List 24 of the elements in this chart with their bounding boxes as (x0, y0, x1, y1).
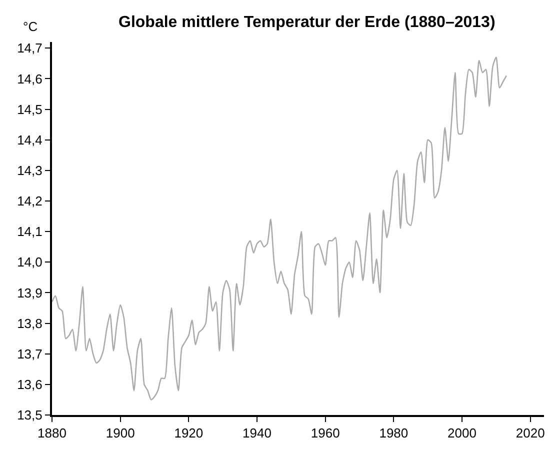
x-tick-label: 2000 (448, 426, 476, 441)
y-axis-title: °C (23, 19, 38, 34)
x-tick-label: 1880 (38, 426, 66, 441)
x-tick-label: 1900 (106, 426, 135, 441)
y-tick-label: 14,2 (17, 194, 42, 209)
y-tick-label: 13,5 (17, 408, 42, 423)
chart-title: Globale mittlere Temperatur der Erde (1880–2013) (118, 14, 496, 32)
x-tick-label: 1920 (174, 426, 204, 441)
x-tick-label: 1960 (310, 426, 340, 441)
y-tick-label: 13,8 (17, 316, 42, 331)
x-tick-label: 2020 (516, 426, 545, 441)
y-tick-label: 14,4 (17, 132, 42, 148)
y-tick-label: 14,1 (17, 224, 42, 240)
x-tick-label: 1980 (379, 426, 408, 441)
y-tick-label: 14,6 (17, 71, 42, 86)
x-tick-label: 1940 (242, 426, 272, 441)
y-tick-label: 14,0 (17, 254, 42, 270)
y-tick-label: 13,9 (17, 285, 42, 300)
line-series (52, 56, 508, 400)
y-tick-label: 13,6 (17, 376, 42, 392)
y-tick-label: 14,7 (17, 40, 42, 56)
y-tick-label: 14,5 (17, 102, 42, 117)
y-tick-label: 14,3 (17, 162, 42, 178)
y-tick-label: 13,7 (17, 346, 42, 362)
